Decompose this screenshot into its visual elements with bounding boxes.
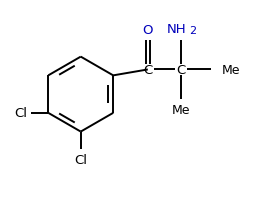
Text: C: C bbox=[143, 64, 153, 76]
Text: Me: Me bbox=[172, 104, 191, 117]
Text: O: O bbox=[143, 24, 153, 37]
Text: 2: 2 bbox=[189, 26, 196, 36]
Text: Me: Me bbox=[222, 64, 240, 76]
Text: NH: NH bbox=[167, 23, 186, 36]
Text: Cl: Cl bbox=[14, 107, 27, 120]
Text: Cl: Cl bbox=[74, 153, 87, 166]
Text: C: C bbox=[177, 64, 186, 76]
